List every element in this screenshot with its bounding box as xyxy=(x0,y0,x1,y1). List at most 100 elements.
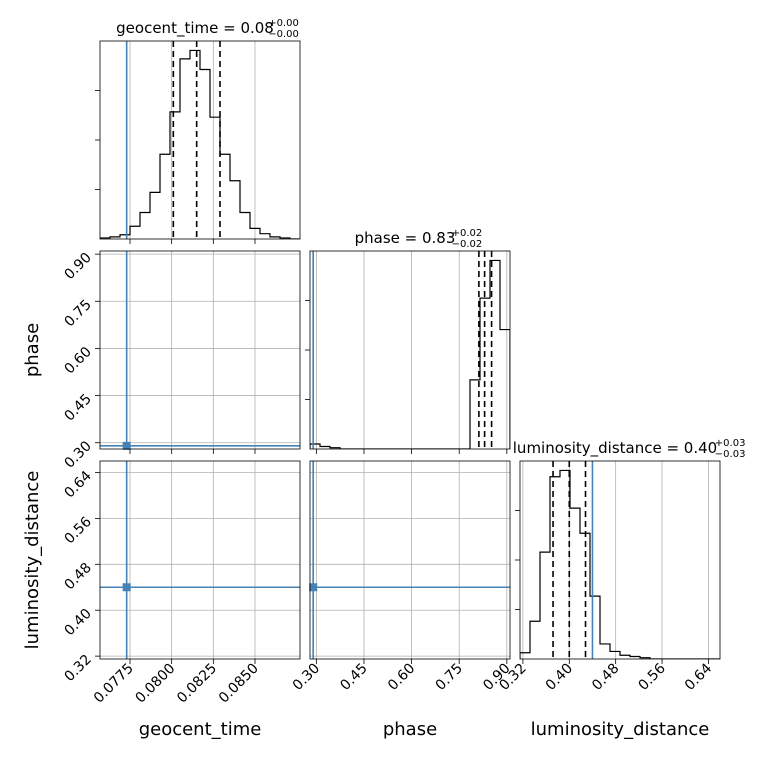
sample-point xyxy=(163,268,165,270)
sample-point xyxy=(202,630,204,632)
sample-point xyxy=(502,595,504,597)
sample-point xyxy=(479,579,481,581)
x-tick-label: 0.30 xyxy=(290,661,323,694)
sample-point xyxy=(202,277,204,279)
sample-point xyxy=(321,566,323,568)
sample-point xyxy=(492,632,494,634)
sample-point xyxy=(250,530,252,532)
sample-point xyxy=(497,615,499,617)
sample-point xyxy=(476,595,478,597)
sample-point xyxy=(470,601,472,603)
sample-point xyxy=(489,616,491,618)
sample-point xyxy=(190,272,192,274)
sample-point xyxy=(192,278,194,280)
sample-point xyxy=(321,574,323,576)
sample-point xyxy=(203,636,205,638)
sample-point xyxy=(246,285,248,287)
sample-point xyxy=(188,641,190,643)
sample-point xyxy=(168,268,170,270)
sample-point xyxy=(477,656,479,658)
sample-point xyxy=(274,275,276,277)
sample-point xyxy=(117,273,119,275)
sample-point xyxy=(219,612,221,614)
sample-point xyxy=(156,589,158,591)
sample-point xyxy=(242,604,244,606)
sample-point xyxy=(176,280,178,282)
sample-point xyxy=(487,554,489,556)
sample-point xyxy=(182,276,184,278)
sample-point xyxy=(154,264,156,266)
sample-point xyxy=(465,636,467,638)
sample-point xyxy=(486,627,488,629)
sample-point xyxy=(174,274,176,276)
sample-point xyxy=(167,645,169,647)
sample-point xyxy=(234,275,236,277)
sample-point xyxy=(183,272,185,274)
sample-point xyxy=(205,257,207,259)
sample-point xyxy=(474,639,476,641)
sample-point xyxy=(225,567,227,569)
sample-point xyxy=(214,274,216,276)
sample-point xyxy=(225,431,227,433)
truth-marker xyxy=(122,441,131,450)
sample-point xyxy=(161,624,163,626)
sample-point xyxy=(197,432,199,434)
sample-point xyxy=(490,602,492,604)
sample-point xyxy=(145,595,147,597)
x-tick-label: 0.60 xyxy=(385,661,418,694)
sample-point xyxy=(490,601,492,603)
sample-point xyxy=(203,573,205,575)
sample-point xyxy=(266,256,268,258)
sample-point xyxy=(153,265,155,267)
sample-point xyxy=(491,615,493,617)
sample-point xyxy=(498,605,500,607)
sample-point xyxy=(211,257,213,259)
sample-point xyxy=(489,644,491,646)
sample-point xyxy=(492,595,494,597)
sample-point xyxy=(190,633,192,635)
sample-point xyxy=(229,600,231,602)
sample-point xyxy=(210,282,212,284)
sample-point xyxy=(158,631,160,633)
sample-point xyxy=(201,281,203,283)
sample-point xyxy=(203,280,205,282)
sample-point xyxy=(484,635,486,637)
sample-point xyxy=(194,644,196,646)
sample-point xyxy=(242,270,244,272)
sample-point xyxy=(485,572,487,574)
sample-point xyxy=(204,660,206,662)
sample-point xyxy=(242,613,244,615)
sample-point xyxy=(206,599,208,601)
sample-point xyxy=(226,252,228,254)
sample-point xyxy=(206,436,208,438)
sample-point xyxy=(482,632,484,634)
sample-point xyxy=(499,622,501,624)
sample-point xyxy=(176,647,178,649)
sample-point xyxy=(135,613,137,615)
sample-point xyxy=(181,270,183,272)
sample-point xyxy=(500,572,502,574)
sample-point xyxy=(226,280,228,282)
sample-point xyxy=(223,620,225,622)
sample-point xyxy=(499,584,501,586)
sample-point xyxy=(224,275,226,277)
sample-point xyxy=(201,280,203,282)
sample-point xyxy=(202,648,204,650)
sample-point xyxy=(225,557,227,559)
sample-point xyxy=(211,634,213,636)
sample-point xyxy=(161,577,163,579)
sample-point xyxy=(243,261,245,263)
sample-point xyxy=(484,597,486,599)
sample-point xyxy=(468,616,470,618)
sample-point xyxy=(195,285,197,287)
sample-point xyxy=(166,595,168,597)
truth-marker xyxy=(309,583,318,592)
sample-point xyxy=(130,277,132,279)
sample-point xyxy=(317,633,319,635)
sample-point xyxy=(490,611,492,613)
sample-point xyxy=(148,311,150,313)
sample-point xyxy=(469,607,471,609)
sample-point xyxy=(485,607,487,609)
sample-point xyxy=(162,612,164,614)
sample-point xyxy=(167,281,169,283)
